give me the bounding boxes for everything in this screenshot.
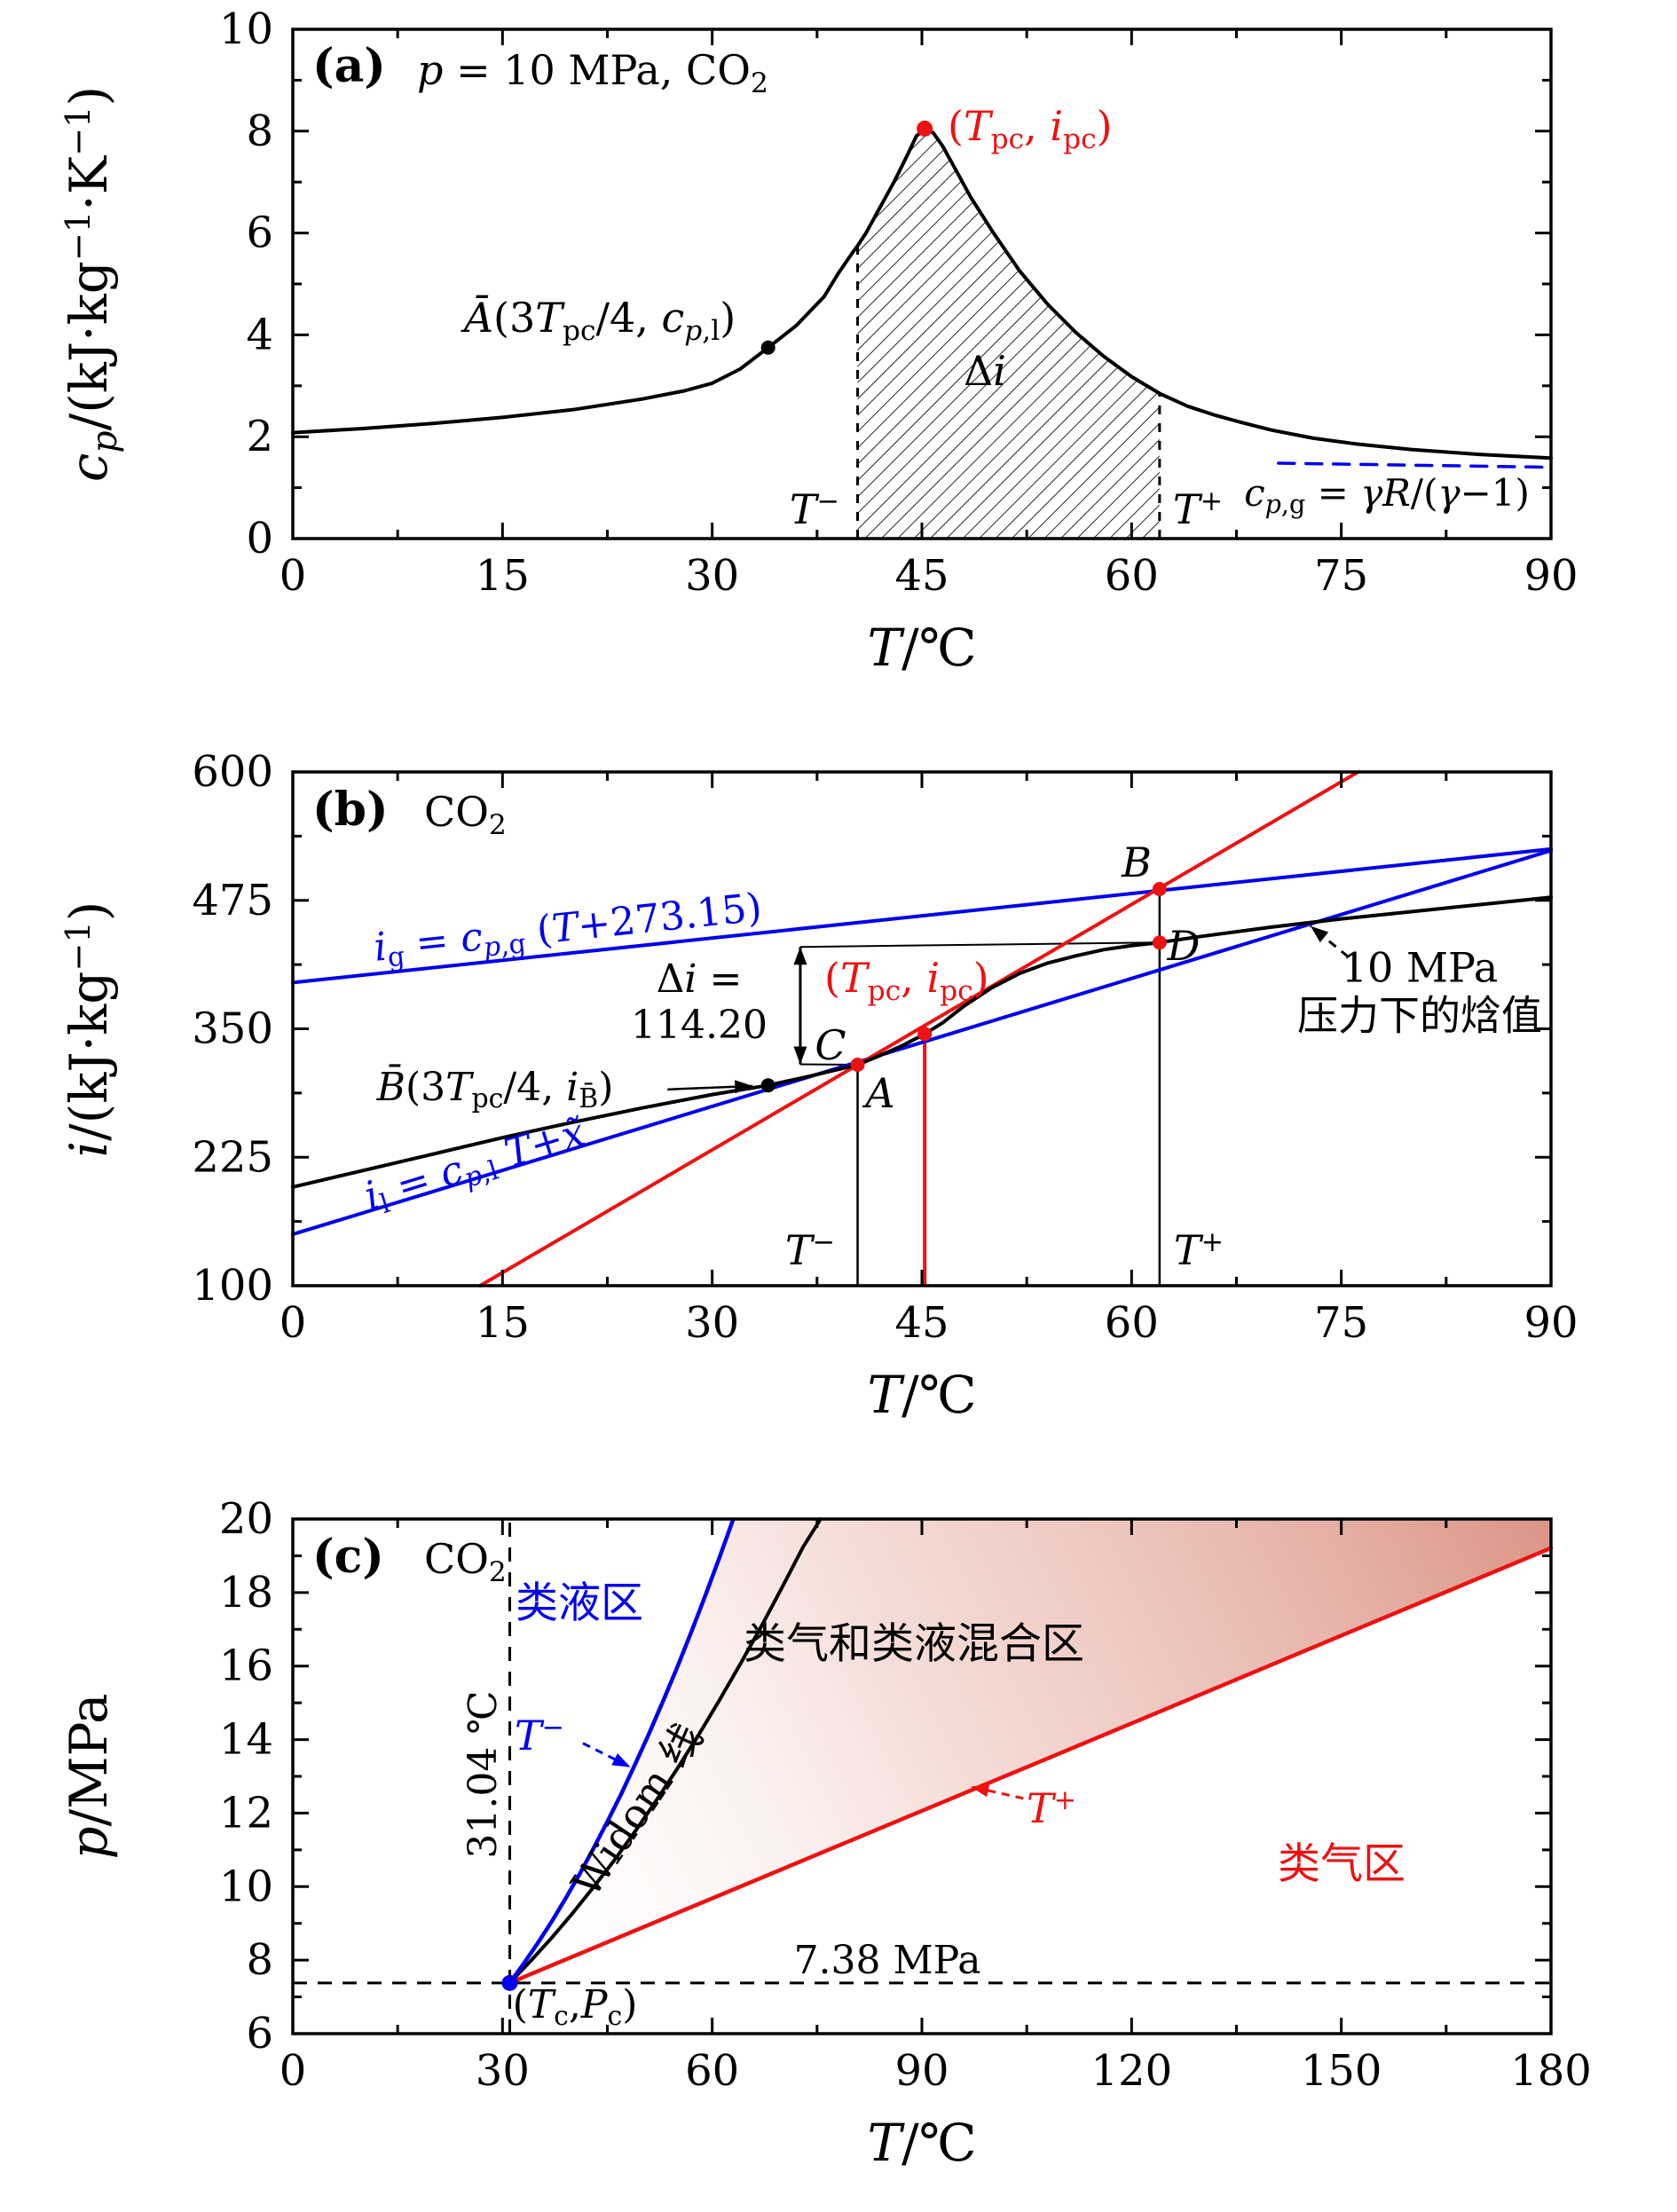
svg-text:0: 0	[280, 2046, 307, 2096]
point-c-label: C	[815, 1020, 846, 1069]
critical-point-label: (Tc,Pc)	[512, 1982, 638, 2033]
panel-b-co2: CO2	[424, 788, 507, 841]
x-axis-title-a: T/℃	[867, 617, 977, 678]
svg-text:60: 60	[1105, 1298, 1159, 1348]
svg-text:0: 0	[280, 551, 307, 601]
svg-text:75: 75	[1314, 551, 1368, 601]
y-axis-title-a: cp/(kJ·kg−1·K−1)	[58, 85, 125, 483]
svg-text:16: 16	[219, 1641, 273, 1691]
panel-b-tag: (b)	[312, 783, 389, 837]
critical-temperature-label: 31.04 ℃	[461, 1690, 507, 1859]
svg-text:6: 6	[246, 209, 273, 258]
t-plus-label-c: T+	[1026, 1783, 1077, 1832]
t-minus-label-b: T−	[784, 1225, 836, 1274]
svg-text:45: 45	[894, 1298, 949, 1348]
svg-text:90: 90	[894, 2046, 949, 2096]
point-b-label: B	[1122, 838, 1152, 886]
enthalpy-note-line1: 10 MPa	[1341, 943, 1499, 992]
svg-text:30: 30	[685, 551, 739, 601]
svg-text:30: 30	[685, 1298, 739, 1348]
svg-text:8: 8	[246, 1935, 273, 1985]
svg-text:10: 10	[219, 4, 273, 54]
ideal-gas-cp-equation: cp,g = γR/(γ−1)	[1244, 471, 1530, 520]
svg-text:6: 6	[246, 2009, 273, 2058]
svg-text:225: 225	[192, 1132, 273, 1182]
liquid-like-zone-label: 类液区	[515, 1578, 644, 1628]
t-minus-label-c: T−	[514, 1711, 565, 1759]
svg-text:15: 15	[476, 1298, 530, 1348]
enthalpy-note-label: 10 MPa 压力下的焓值	[1297, 944, 1542, 1041]
panel-c-tag: (c)	[312, 1530, 384, 1584]
delta-i-eq: Δi =	[656, 956, 743, 1003]
svg-text:350: 350	[192, 1004, 273, 1054]
gas-like-zone-label: 类气区	[1277, 1838, 1406, 1889]
t-plus-label-a: T+	[1172, 484, 1224, 533]
point-a-label: A	[865, 1068, 895, 1117]
svg-text:2: 2	[246, 412, 273, 461]
svg-text:60: 60	[685, 2046, 739, 2096]
x-axis-title-b: T/℃	[867, 1364, 977, 1425]
delta-i-number: 114.20	[631, 1003, 768, 1048]
svg-text:600: 600	[192, 747, 273, 797]
svg-text:0: 0	[280, 1298, 307, 1348]
svg-text:30: 30	[476, 2046, 530, 2096]
pc-point-label-b: (Tpc, ipc)	[824, 953, 989, 1007]
svg-text:14: 14	[219, 1715, 273, 1765]
delta-i-area-label: Δi	[964, 346, 1006, 395]
svg-text:120: 120	[1091, 2046, 1173, 2096]
enthalpy-note-line2: 压力下的焓值	[1297, 992, 1542, 1040]
svg-text:4: 4	[246, 310, 273, 359]
y-axis-title-c: p/MPa	[58, 1693, 119, 1860]
svg-text:60: 60	[1105, 551, 1159, 601]
svg-text:150: 150	[1301, 2046, 1382, 2096]
panel-a-tag: (a)	[312, 39, 386, 93]
svg-text:10: 10	[219, 1862, 273, 1911]
point-abar-label: Ā(3Tpc/4, cp,l)	[463, 293, 736, 347]
svg-text:15: 15	[476, 551, 530, 601]
panel-a-condition: p = 10 MPa, CO2	[417, 46, 768, 99]
x-axis-title-c: T/℃	[867, 2112, 977, 2173]
svg-text:75: 75	[1314, 1298, 1368, 1348]
svg-text:90: 90	[1523, 1298, 1578, 1348]
critical-pressure-label: 7.38 MPa	[793, 1938, 981, 1984]
mixed-zone-label: 类气和类液混合区	[743, 1618, 1085, 1669]
svg-text:20: 20	[219, 1494, 273, 1544]
svg-text:18: 18	[219, 1568, 273, 1618]
t-minus-label-a: T−	[789, 484, 840, 533]
svg-text:100: 100	[192, 1261, 273, 1311]
point-d-label: D	[1167, 921, 1201, 970]
svg-text:90: 90	[1523, 551, 1578, 601]
pc-point-label-a: (Tpc, ipc)	[948, 101, 1113, 155]
svg-text:12: 12	[219, 1788, 273, 1838]
y-axis-title-b: i/(kJ·kg−1)	[58, 901, 119, 1158]
svg-text:8: 8	[246, 106, 273, 156]
delta-i-value-label: Δi = 114.20	[631, 956, 768, 1049]
svg-text:475: 475	[192, 876, 273, 925]
svg-text:45: 45	[894, 551, 949, 601]
point-bbar-label: B̄(3Tpc/4, iB̄)	[376, 1065, 614, 1115]
svg-text:180: 180	[1510, 2046, 1592, 2096]
t-plus-label-b: T+	[1173, 1225, 1224, 1274]
panel-c-co2: CO2	[424, 1535, 507, 1588]
svg-text:0: 0	[246, 514, 273, 563]
